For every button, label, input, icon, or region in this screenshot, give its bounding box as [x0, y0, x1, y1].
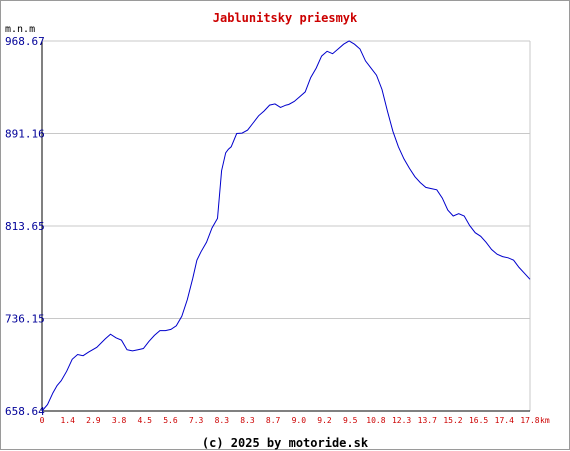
- y-tick-label: 891.16: [5, 128, 45, 141]
- elevation-profile-line: [41, 40, 531, 412]
- x-tick-label: 17.8: [520, 416, 539, 425]
- x-tick-label: 0: [40, 416, 45, 425]
- axes-layer: [41, 41, 530, 412]
- y-tick-labels: 968.67 891.16 813.65 736.15 658.64: [5, 35, 45, 418]
- x-tick-label: 1.4: [60, 416, 75, 425]
- x-tick-label: 9.2: [317, 416, 332, 425]
- x-tick-label: 8.3: [215, 416, 230, 425]
- x-tick-label: 8.3: [240, 416, 255, 425]
- y-axis-label: m.n.m: [5, 24, 35, 35]
- x-tick-labels: 0 1.4 2.9 3.8 4.5 5.6 7.3 8.3 8.3 8.7 9.0 9.2 9.5 10.…: [40, 416, 540, 425]
- x-tick-label: 8.7: [266, 416, 281, 425]
- x-tick-label: 13.7: [418, 416, 437, 425]
- chart-title: Jablunitsky priesmyk: [213, 11, 358, 25]
- y-tick-label: 658.64: [5, 405, 45, 418]
- y-tick-label: 968.67: [5, 35, 45, 48]
- x-tick-label: 10.8: [366, 416, 385, 425]
- x-tick-label: 5.6: [163, 416, 178, 425]
- x-tick-label: 9.5: [343, 416, 358, 425]
- y-tick-label: 813.65: [5, 220, 45, 233]
- x-tick-label: 4.5: [138, 416, 153, 425]
- copyright-footer: (c) 2025 by motoride.sk: [202, 436, 369, 450]
- x-tick-label: 2.9: [86, 416, 101, 425]
- x-tick-label: 16.5: [469, 416, 488, 425]
- y-tick-label: 736.15: [5, 313, 45, 326]
- grid-layer: [42, 40, 531, 412]
- x-tick-label: 12.3: [392, 416, 411, 425]
- x-axis-unit: km: [540, 416, 550, 425]
- x-tick-label: 7.3: [189, 416, 204, 425]
- x-tick-label: 3.8: [112, 416, 127, 425]
- x-tick-label: 9.0: [292, 416, 307, 425]
- x-tick-label: 17.4: [495, 416, 514, 425]
- x-tick-label: 15.2: [443, 416, 462, 425]
